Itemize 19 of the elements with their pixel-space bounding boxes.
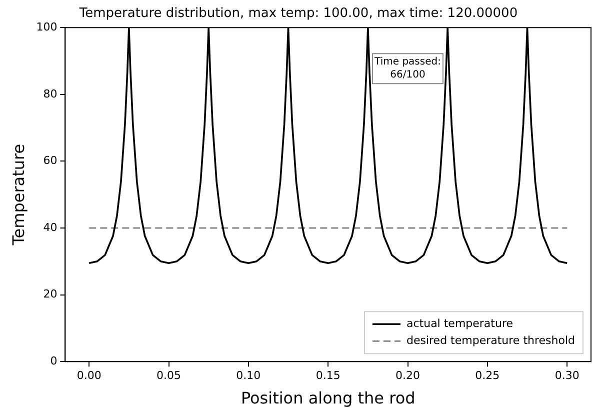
x-tick-label: 0.30 (554, 369, 580, 382)
y-tick-label: 0 (50, 354, 58, 368)
x-tick-label: 0.05 (156, 369, 182, 382)
x-axis-title: Position along the rod (240, 388, 416, 408)
y-axis-title: Temperature (8, 144, 28, 246)
y-tick-label: 20 (43, 288, 58, 301)
legend-label: desired temperature threshold (406, 334, 576, 347)
y-tick-label: 40 (43, 220, 58, 234)
x-tick-label: 0.10 (236, 369, 261, 382)
annotation: Time passed: 66/100 (374, 56, 441, 81)
legend-label: actual temperature (406, 316, 514, 330)
x-tick-label: 0.25 (475, 369, 500, 382)
y-tick-label: 100 (36, 20, 58, 34)
chart-title: Temperature distribution, max temp: 100.00, max time: 120.00000 (78, 6, 518, 22)
x-tick-label: 0.20 (396, 369, 420, 382)
x-tick-label: 0.00 (76, 369, 102, 382)
x-tick-label: 0.15 (316, 369, 340, 382)
y-tick-label: 80 (43, 87, 58, 100)
y-tick-label: 60 (43, 154, 58, 168)
